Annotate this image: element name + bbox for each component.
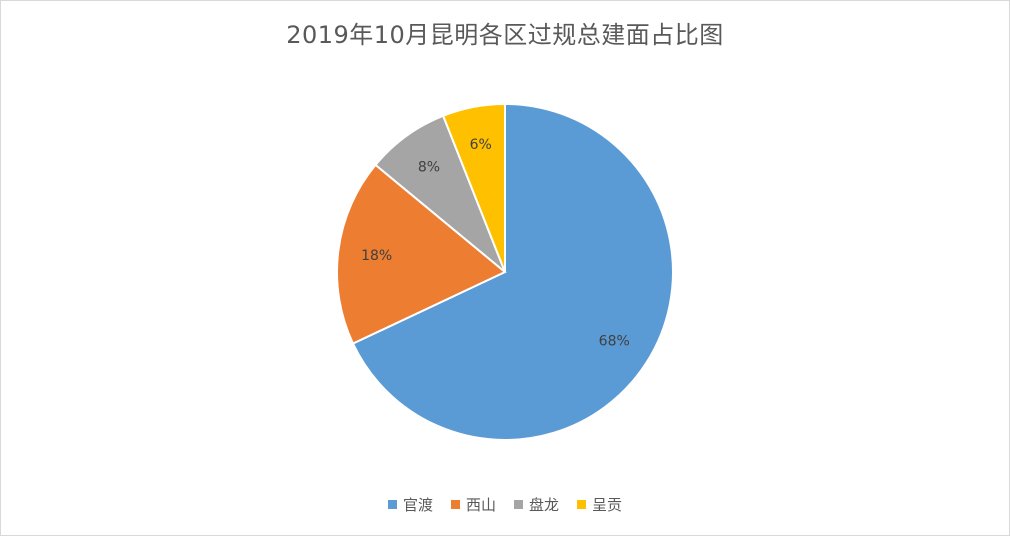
- data-label-panlong: 8%: [418, 159, 440, 175]
- legend-item-xishan: 西山: [450, 494, 496, 515]
- data-label-xishan: 18%: [361, 248, 392, 264]
- legend-label-guandu: 官渡: [402, 496, 433, 514]
- legend-item-panlong: 盘龙: [514, 494, 559, 515]
- pie-slice-guandu: [351, 102, 674, 441]
- legend-label-xishan: 西山: [465, 496, 496, 514]
- legend-swatch-guandu: [387, 500, 397, 509]
- legend-swatch-xishan: [450, 500, 460, 509]
- data-label-chenggong: 6%: [470, 137, 492, 153]
- pie-slice-chenggong: [441, 102, 506, 273]
- legend-swatch-panlong: [514, 500, 523, 509]
- legend-label-panlong: 盘龙: [529, 496, 560, 514]
- pie-slice-xishan: [336, 163, 507, 345]
- legend-item-guandu: 官渡: [387, 494, 433, 515]
- data-label-guandu: 68%: [599, 333, 630, 349]
- legend: 官渡 西山 盘龙 呈贡: [1, 494, 1009, 515]
- legend-item-chenggong: 呈贡: [577, 494, 622, 515]
- legend-swatch-chenggong: [577, 500, 587, 509]
- legend-label-chenggong: 呈贡: [592, 496, 623, 514]
- chart-title: 2019年10月昆明各区过规总建面占比图: [286, 21, 724, 49]
